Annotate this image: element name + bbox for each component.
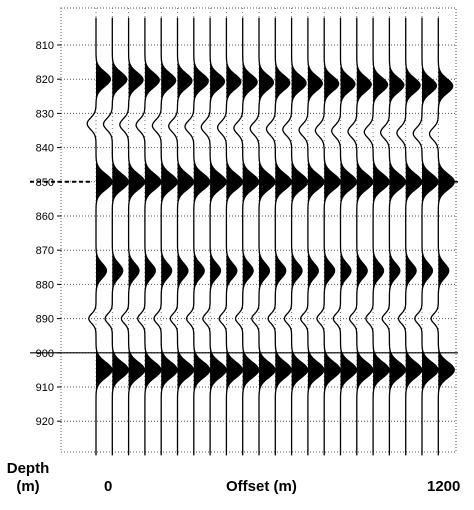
y-tick-label: 920	[36, 416, 54, 428]
wiggle-trace	[200, 17, 227, 456]
y-tick-label: 820	[36, 74, 54, 86]
wiggle-trace	[347, 17, 374, 456]
x-axis-min-label: 0	[104, 478, 113, 495]
trace-fill	[389, 17, 406, 456]
depth-tick-labels: 810 820 830 840 850 860 870 880 890 900 910 920	[36, 40, 61, 428]
trace-fill	[422, 17, 438, 456]
trace-fill	[226, 17, 243, 456]
trace-fill	[128, 17, 145, 456]
y-tick-label: 860	[36, 211, 54, 223]
wiggle-trace	[282, 17, 309, 456]
wiggle-trace	[363, 17, 390, 456]
wiggle-trace	[331, 17, 358, 456]
trace-fill	[405, 17, 422, 456]
trace-fill	[324, 17, 341, 456]
wiggle-trace	[379, 17, 407, 456]
y-tick-label: 890	[36, 314, 54, 326]
y-tick-label: 910	[36, 382, 54, 394]
trace-fill	[96, 17, 112, 456]
wiggle-trace	[249, 17, 276, 456]
trace-fill	[242, 17, 259, 456]
y-tick-label: 840	[36, 143, 54, 155]
trace-fill	[210, 17, 227, 456]
y-tick-label: 830	[36, 108, 54, 120]
trace-fill	[259, 17, 275, 456]
wiggle-trace	[119, 17, 146, 456]
trace-fill	[438, 17, 455, 456]
wiggle-trace	[168, 17, 195, 456]
wiggle-trace	[396, 17, 423, 456]
y-axis-title: Depth (m)	[6, 460, 50, 496]
wiggle-trace	[216, 17, 244, 456]
trace-fill	[373, 17, 390, 456]
wiggle-trace	[86, 17, 113, 456]
wiggle-traces	[86, 17, 455, 456]
trace-fill	[356, 17, 373, 456]
trace-fill	[193, 17, 210, 456]
y-tick-label: 900	[36, 348, 54, 360]
plot-frame	[60, 7, 457, 453]
wiggle-trace	[135, 17, 162, 456]
x-axis-max-label: 1200	[427, 478, 461, 495]
trace-fill	[144, 17, 161, 456]
trace-fill	[112, 17, 129, 456]
trace-fill	[307, 17, 324, 456]
wiggle-trace	[298, 17, 325, 456]
wiggle-trace	[428, 17, 455, 456]
trace-fill	[340, 17, 357, 456]
trace-fill	[291, 17, 308, 456]
trace-fill	[177, 17, 194, 456]
y-tick-label: 850	[36, 177, 54, 189]
wiggle-trace	[102, 17, 129, 456]
wiggle-trace	[184, 17, 211, 456]
wiggle-trace	[233, 17, 260, 456]
wiggle-trace	[314, 17, 341, 456]
y-axis-title-text: Depth	[6, 460, 50, 477]
grid-lines	[60, 7, 457, 453]
y-tick-label: 870	[36, 245, 54, 257]
wiggle-trace	[265, 17, 292, 456]
trace-fill	[161, 17, 178, 456]
y-axis-unit: (m)	[16, 478, 40, 495]
trace-fill	[275, 17, 292, 456]
wiggle-trace	[412, 17, 439, 456]
y-tick-label: 880	[36, 279, 54, 291]
wiggle-trace	[151, 17, 178, 456]
x-axis-title: Offset (m)	[226, 478, 297, 495]
y-tick-label: 810	[36, 40, 54, 52]
